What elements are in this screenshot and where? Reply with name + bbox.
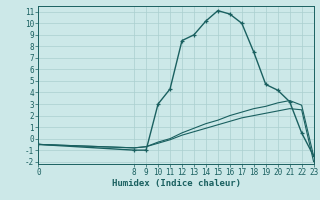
X-axis label: Humidex (Indice chaleur): Humidex (Indice chaleur) [111, 179, 241, 188]
